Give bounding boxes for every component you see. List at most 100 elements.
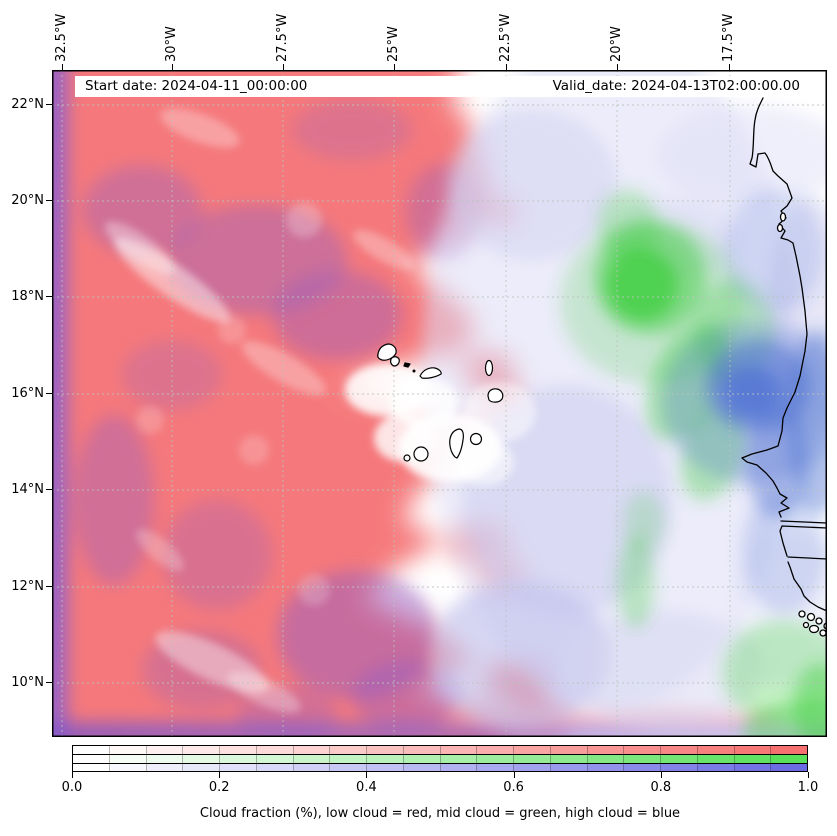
colorbar-tick-label: 0.0 bbox=[61, 780, 83, 795]
colorbar-segment bbox=[734, 763, 772, 771]
colorbar-segment bbox=[220, 755, 257, 763]
start-date-annotation: Start date: 2024-04-11_00:00:00 bbox=[85, 78, 308, 94]
colorbar-segment bbox=[183, 755, 220, 763]
left-axis-tick-label: 20°N bbox=[11, 193, 44, 208]
colorbar-segment bbox=[440, 755, 478, 763]
colorbar-caption: Cloud fraction (%), low cloud = red, mid… bbox=[199, 806, 681, 821]
annotation-band bbox=[75, 76, 827, 97]
colorbar-tick bbox=[513, 772, 515, 778]
map-plot bbox=[52, 70, 827, 737]
colorbar-segment bbox=[73, 763, 110, 771]
colorbar-segment bbox=[624, 746, 661, 755]
left-axis-tick bbox=[46, 393, 52, 395]
colorbar-segment bbox=[183, 763, 220, 771]
top-axis-tick bbox=[394, 64, 396, 70]
left-axis-tick-label: 16°N bbox=[11, 386, 44, 401]
colorbar-tick-label: 0.6 bbox=[503, 780, 524, 795]
colorbar-segment bbox=[697, 746, 735, 755]
colorbar-segment bbox=[183, 746, 220, 755]
colorbar-row-high-cloud bbox=[73, 762, 807, 771]
colorbar-tick bbox=[366, 772, 368, 778]
colorbar-segment bbox=[514, 746, 551, 755]
colorbar-segment bbox=[256, 755, 294, 763]
colorbar-segment bbox=[624, 755, 661, 763]
colorbar-segment bbox=[697, 763, 735, 771]
colorbar-segment bbox=[440, 746, 478, 755]
valid-date-annotation: Valid_date: 2024-04-13T02:00:00.00 bbox=[552, 78, 800, 94]
colorbar-segment bbox=[146, 763, 184, 771]
colorbar-row-mid-cloud bbox=[73, 754, 807, 763]
cloud-texture-highlights bbox=[104, 108, 536, 713]
left-axis-tick bbox=[46, 489, 52, 491]
colorbar-segment bbox=[514, 755, 551, 763]
colorbar-segment bbox=[256, 746, 294, 755]
colorbar-segment bbox=[550, 763, 588, 771]
left-axis-tick-label: 10°N bbox=[11, 675, 44, 690]
colorbar-segment bbox=[109, 746, 147, 755]
colorbar-segment bbox=[697, 755, 735, 763]
top-axis-tick bbox=[729, 64, 731, 70]
colorbar-tick-label: 0.4 bbox=[356, 780, 377, 795]
colorbar-segment bbox=[220, 763, 257, 771]
top-axis-tick bbox=[617, 64, 619, 70]
colorbar-tick bbox=[219, 772, 221, 778]
colorbar-segment bbox=[293, 763, 331, 771]
colorbar-segment bbox=[734, 755, 772, 763]
colorbar-tick bbox=[660, 772, 662, 778]
colorbar-tick-label: 0.2 bbox=[208, 780, 230, 795]
top-axis-tick bbox=[172, 64, 174, 70]
colorbar-segment bbox=[587, 746, 625, 755]
colorbar-segment bbox=[771, 763, 807, 771]
colorbar-row-low-cloud bbox=[73, 746, 807, 755]
colorbar-segment bbox=[403, 746, 441, 755]
left-axis-tick bbox=[46, 586, 52, 588]
left-axis-tick-label: 12°N bbox=[11, 579, 44, 594]
top-axis-tick bbox=[506, 64, 508, 70]
coastline bbox=[741, 97, 827, 637]
left-axis-tick bbox=[46, 200, 52, 202]
colorbar-segment bbox=[587, 755, 625, 763]
colorbar-segment bbox=[330, 763, 367, 771]
colorbar-segment bbox=[330, 746, 367, 755]
colorbar-segment bbox=[771, 755, 807, 763]
colorbar-segment bbox=[146, 755, 184, 763]
colorbar-segment bbox=[367, 755, 404, 763]
colorbar-segment bbox=[293, 755, 331, 763]
colorbar bbox=[72, 745, 808, 772]
top-axis-tick bbox=[283, 64, 285, 70]
top-axis-tick-label: 32.5°W bbox=[54, 13, 69, 62]
colorbar-segment bbox=[109, 763, 147, 771]
colorbar-segment bbox=[550, 755, 588, 763]
left-axis-tick bbox=[46, 682, 52, 684]
colorbar-segment bbox=[73, 746, 110, 755]
colorbar-tick bbox=[72, 772, 73, 778]
colorbar-segment bbox=[734, 746, 772, 755]
colorbar-segment bbox=[73, 755, 110, 763]
top-axis-tick-label: 20°W bbox=[609, 26, 624, 62]
colorbar-segment bbox=[661, 755, 698, 763]
colorbar-segment bbox=[330, 755, 367, 763]
bijagos-islands bbox=[798, 610, 827, 637]
left-axis-tick-label: 18°N bbox=[11, 289, 44, 304]
colorbar-segment bbox=[293, 746, 331, 755]
colorbar-segment bbox=[403, 755, 441, 763]
colorbar-tick-label: 0.8 bbox=[650, 780, 672, 795]
top-axis-tick-label: 17.5°W bbox=[721, 13, 736, 62]
left-axis-tick-label: 14°N bbox=[11, 482, 44, 497]
colorbar-segment bbox=[587, 763, 625, 771]
left-axis-tick bbox=[46, 296, 52, 298]
colorbar-segment bbox=[514, 763, 551, 771]
top-axis-tick-label: 22.5°W bbox=[498, 13, 513, 62]
cape-verde-islands bbox=[377, 343, 504, 462]
colorbar-segment bbox=[440, 763, 478, 771]
colorbar-segment bbox=[550, 746, 588, 755]
colorbar-tick-label: 1.0 bbox=[797, 780, 819, 795]
colorbar-segment bbox=[109, 755, 147, 763]
colorbar-segment bbox=[367, 746, 404, 755]
colorbar-segment bbox=[624, 763, 661, 771]
colorbar-segment bbox=[771, 746, 807, 755]
colorbar-segment bbox=[220, 746, 257, 755]
top-axis-tick-label: 30°W bbox=[164, 26, 179, 62]
map-border bbox=[52, 70, 827, 737]
colorbar-tick bbox=[808, 772, 809, 778]
